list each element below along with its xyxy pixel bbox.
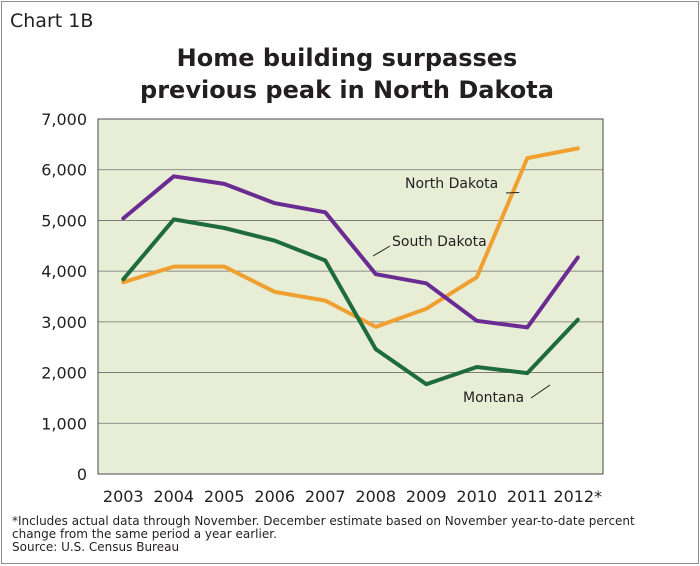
y-tick-label: 0 [77, 465, 87, 484]
data-point-north-dakota [223, 266, 225, 268]
data-point-north-dakota [425, 308, 427, 310]
data-point-montana [223, 227, 225, 229]
y-tick-label: 1,000 [41, 414, 87, 433]
data-point-montana [122, 278, 124, 280]
data-point-north-dakota [375, 326, 377, 328]
series-label-south-dakota: South Dakota [392, 234, 487, 250]
series-label-north-dakota: North Dakota [405, 176, 498, 192]
series-label-montana: Montana [463, 390, 524, 406]
y-tick-label: 7,000 [41, 110, 87, 129]
x-tick-label: 2004 [153, 487, 194, 502]
data-point-north-dakota [476, 276, 478, 278]
x-tick-label: 2009 [406, 487, 447, 502]
x-tick-label: 2003 [103, 487, 144, 502]
data-point-montana [577, 319, 579, 321]
x-tick-label: 2006 [254, 487, 295, 502]
data-point-south-dakota [375, 273, 377, 275]
data-point-south-dakota [274, 202, 276, 204]
data-point-south-dakota [324, 212, 326, 214]
data-point-south-dakota [173, 176, 175, 178]
x-tick-label: 2012* [553, 487, 602, 502]
data-point-montana [173, 219, 175, 221]
x-tick-label: 2005 [204, 487, 245, 502]
data-point-montana [274, 240, 276, 242]
y-tick-label: 4,000 [41, 262, 87, 281]
data-point-south-dakota [577, 257, 579, 259]
data-point-north-dakota [122, 282, 124, 284]
x-tick-label: 2008 [355, 487, 396, 502]
plot-area [98, 119, 603, 474]
data-point-north-dakota [526, 157, 528, 159]
data-point-north-dakota [577, 148, 579, 150]
y-tick-label: 2,000 [41, 364, 87, 383]
data-point-montana [476, 366, 478, 368]
x-tick-label: 2011 [507, 487, 548, 502]
footnote-source: Source: U.S. Census Bureau [12, 541, 672, 554]
x-tick-label: 2007 [305, 487, 346, 502]
y-tick-label: 6,000 [41, 161, 87, 180]
y-tick-label: 5,000 [41, 211, 87, 230]
x-tick-label: 2010 [456, 487, 497, 502]
data-point-north-dakota [324, 300, 326, 302]
data-point-south-dakota [425, 283, 427, 285]
footnote-note: *Includes actual data through November. … [12, 515, 672, 541]
line-chart: 0 1,000 2,000 3,000 4,000 5,000 6,000 7,000 2003… [2, 2, 700, 502]
data-point-montana [425, 383, 427, 385]
data-point-south-dakota [476, 320, 478, 322]
data-point-montana [526, 372, 528, 374]
data-point-south-dakota [223, 183, 225, 185]
data-point-montana [324, 260, 326, 262]
data-point-south-dakota [122, 218, 124, 220]
data-point-south-dakota [526, 327, 528, 329]
data-point-north-dakota [274, 291, 276, 293]
data-point-north-dakota [173, 266, 175, 268]
data-point-montana [375, 348, 377, 350]
y-tick-label: 3,000 [41, 313, 87, 332]
